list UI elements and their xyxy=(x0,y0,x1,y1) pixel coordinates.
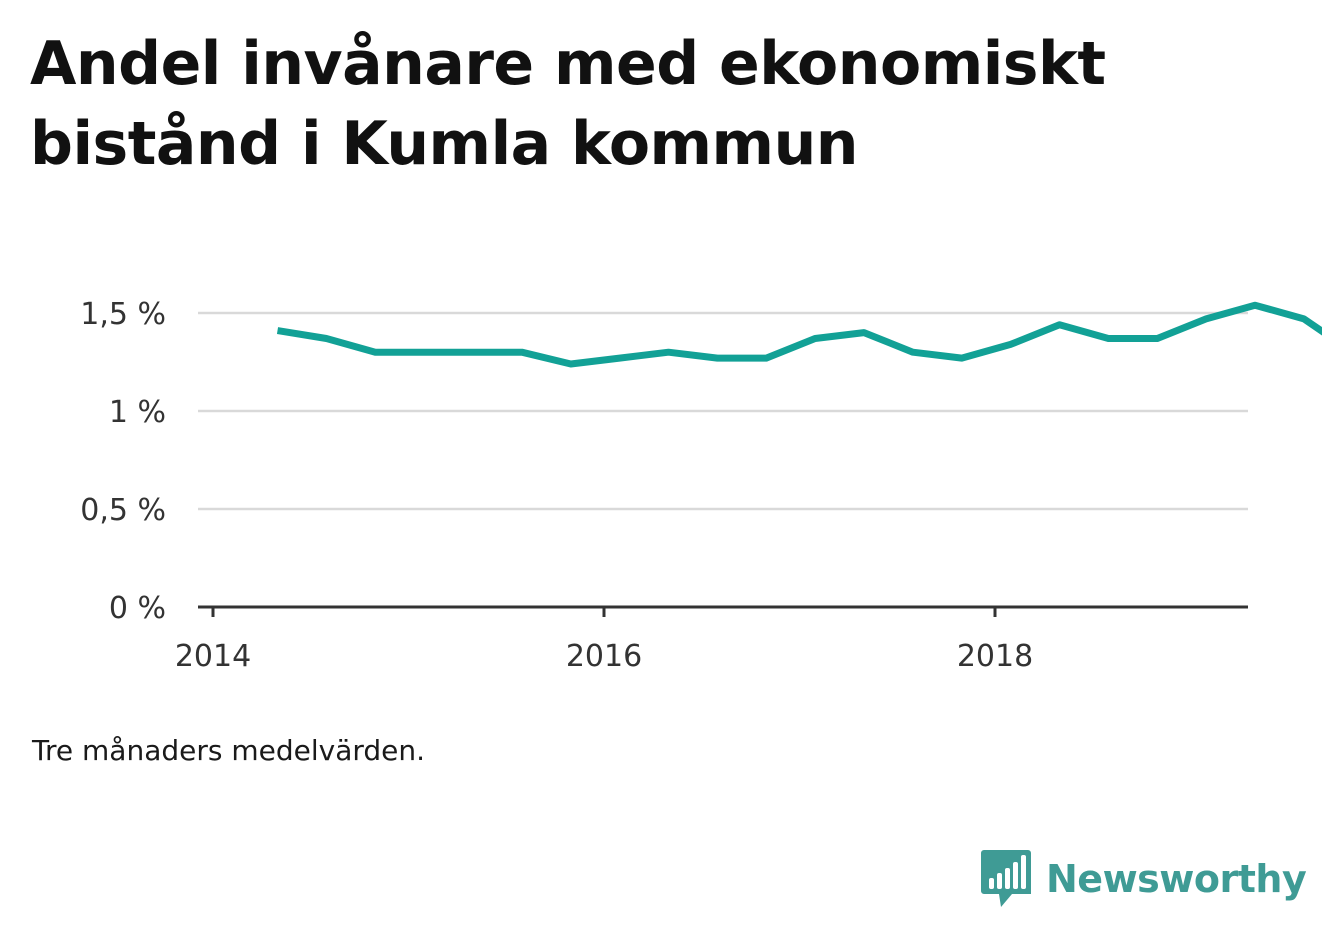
x-axis: 201420162018202020222024 xyxy=(175,605,1248,674)
newsworthy-logo: Newsworthy xyxy=(980,848,1307,910)
chart-title: Andel invånare med ekonomiskt bistånd i … xyxy=(30,29,1106,179)
gridlines xyxy=(198,311,1248,511)
series-layer xyxy=(276,301,1322,368)
bar-chart-speech-bubble-icon xyxy=(981,850,1031,907)
y-tick-label: 0,5 % xyxy=(80,493,166,528)
x-tick-label: 2014 xyxy=(175,639,251,674)
brand-name: Newsworthy xyxy=(1046,857,1307,901)
footnote: Tre månaders medelvärden. xyxy=(32,734,426,767)
series-line xyxy=(276,301,1322,368)
y-tick-label: 1 % xyxy=(109,395,166,430)
y-tick-label: 0 % xyxy=(109,591,166,626)
y-tick-label: 1,5 % xyxy=(80,297,166,332)
y-axis-tick-labels: 0 % 0,5 % 1 % 1,5 % xyxy=(80,297,166,626)
x-tick-label: 2016 xyxy=(566,639,642,674)
x-tick-label: 2018 xyxy=(957,639,1033,674)
